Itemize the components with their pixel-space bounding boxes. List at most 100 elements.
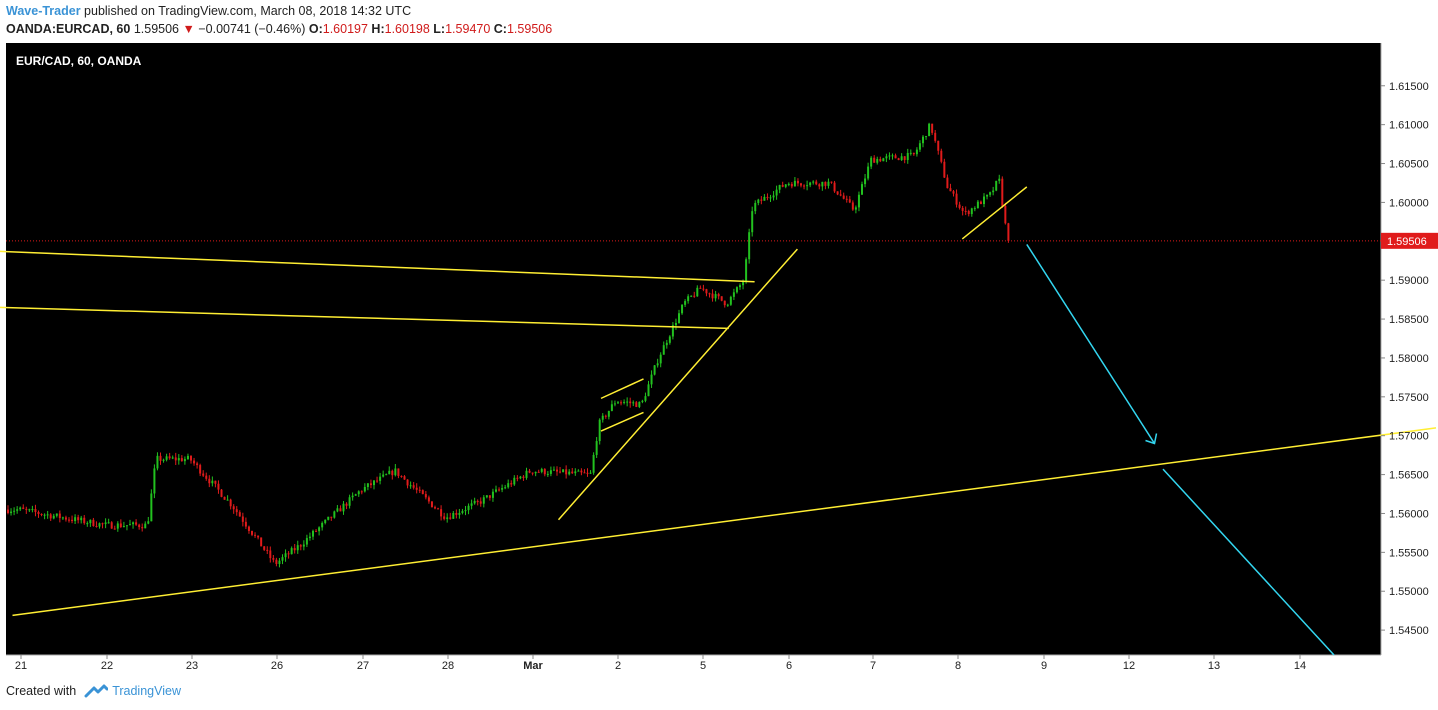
candle-303 <box>931 123 934 135</box>
author-link[interactable]: Wave-Trader <box>6 4 81 18</box>
plot-area[interactable] <box>6 43 1381 655</box>
candle-body <box>418 489 421 491</box>
candle-250 <box>769 194 772 202</box>
candle-body <box>74 517 77 522</box>
candle-body <box>144 523 147 529</box>
candle-body <box>845 198 848 200</box>
candle-body <box>848 199 851 203</box>
candle-body <box>25 508 28 510</box>
candle-body <box>961 207 964 211</box>
symbol-label: OANDA:EURCAD, 60 <box>6 22 131 36</box>
candle-232 <box>714 290 717 302</box>
candle-body <box>339 508 342 512</box>
candle-166 <box>513 475 516 486</box>
candle-75 <box>235 506 238 516</box>
tradingview-link[interactable]: TradingView <box>112 684 181 698</box>
candle-body <box>113 528 116 530</box>
candle-91 <box>284 549 287 562</box>
long-support-line <box>12 427 1437 617</box>
candle-247 <box>760 196 763 205</box>
candle-body <box>952 191 955 194</box>
candle-71 <box>223 496 226 500</box>
candle-238 <box>732 288 735 301</box>
candle-body <box>46 514 49 516</box>
y-axis-ticks: 1.61500 1.61000 1.60500 1.60000 1.59000 1.585… <box>1381 81 1438 637</box>
candle-body <box>83 517 86 524</box>
candle-255 <box>784 184 787 189</box>
candle-body <box>580 470 583 473</box>
candle-107 <box>333 510 336 519</box>
low-label: L: <box>433 22 446 36</box>
candle-body <box>955 193 958 205</box>
candle-body <box>162 459 165 461</box>
time-axis[interactable] <box>6 655 1381 673</box>
candle-body <box>973 208 976 210</box>
candle-body <box>552 469 555 471</box>
candle-body <box>427 497 430 502</box>
candle-body <box>196 463 199 466</box>
candle-body <box>272 558 275 560</box>
candle-251 <box>772 191 775 201</box>
candle-149 <box>461 508 464 515</box>
candle-body <box>827 181 830 186</box>
candle-body <box>912 152 915 155</box>
candle-body <box>68 519 70 521</box>
candle-272 <box>836 191 839 196</box>
candle-body <box>61 517 64 519</box>
candle-4 <box>19 506 22 512</box>
candle-132 <box>409 481 412 489</box>
candle-16 <box>55 513 58 518</box>
candle-77 <box>241 512 244 527</box>
candle-269 <box>827 178 830 189</box>
candle-26 <box>86 521 89 527</box>
candle-234 <box>720 296 723 302</box>
candle-body <box>992 190 995 193</box>
candle-body <box>92 519 95 527</box>
candle-152 <box>470 499 473 510</box>
candle-body <box>34 509 37 513</box>
candle-body <box>757 199 760 203</box>
price-axis[interactable] <box>1381 43 1438 655</box>
candle-body <box>177 458 180 461</box>
candle-187 <box>577 469 580 472</box>
created-with-label: Created with <box>6 684 77 698</box>
candle-body <box>324 519 327 523</box>
price-chart[interactable]: EUR/CAD, 60, OANDA 1.61500 1.61000 1.60500… <box>0 43 1438 673</box>
candle-207 <box>638 401 641 409</box>
candle-158 <box>488 495 491 501</box>
candle-143 <box>443 512 446 521</box>
candle-body <box>171 457 174 459</box>
candle-69 <box>217 480 220 494</box>
candle-49 <box>156 452 159 471</box>
y-tick-label: 1.60500 <box>1389 159 1429 171</box>
candle-body <box>110 522 113 529</box>
candle-42 <box>135 519 138 526</box>
price-change: −0.00741 (−0.46%) <box>198 22 306 36</box>
candle-body <box>647 384 650 397</box>
low-value: 1.59470 <box>445 22 491 36</box>
candle-244 <box>751 206 754 237</box>
candle-body <box>763 196 766 201</box>
candle-84 <box>263 545 266 551</box>
candle-body <box>269 550 272 559</box>
candle-body <box>501 488 504 490</box>
candle-206 <box>635 400 638 408</box>
candle-body <box>10 511 13 514</box>
candle-body <box>937 140 940 151</box>
y-tick-label: 1.57000 <box>1389 431 1429 443</box>
candle-197 <box>607 410 610 420</box>
candle-body <box>507 483 510 488</box>
candle-155 <box>479 497 482 507</box>
candle-body <box>412 485 415 488</box>
candle-131 <box>406 479 409 489</box>
candle-body <box>7 509 9 514</box>
candle-165 <box>510 480 513 488</box>
candle-body <box>717 294 720 297</box>
candle-124 <box>385 473 388 476</box>
candle-297 <box>912 152 915 156</box>
candle-320 <box>983 193 985 208</box>
candle-134 <box>415 483 418 494</box>
x-tick-label: 2 <box>615 660 621 672</box>
candle-body <box>556 469 558 472</box>
candle-160 <box>495 485 497 493</box>
